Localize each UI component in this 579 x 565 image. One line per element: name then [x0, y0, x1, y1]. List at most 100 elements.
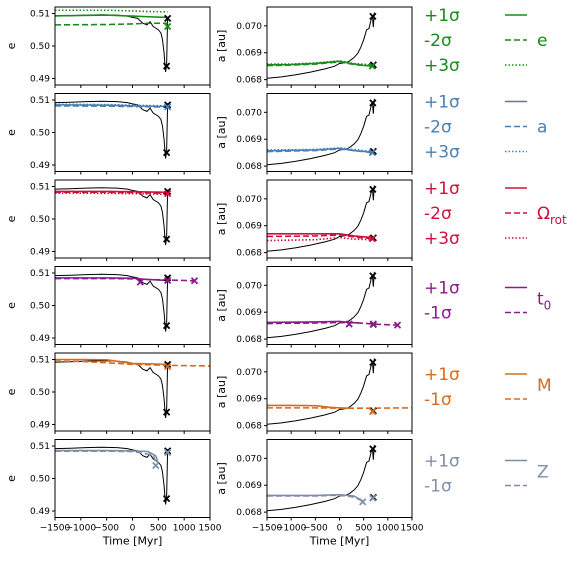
- y-tick-label: 0.070: [236, 108, 262, 118]
- y-tick-label: 0.51: [30, 10, 50, 20]
- y-axis-label: a [au]: [215, 462, 228, 495]
- reference-marker: [162, 322, 171, 330]
- series-end-marker: [369, 407, 377, 416]
- panel-left-row-4: 0.49 0.50 0.51 e: [5, 266, 211, 348]
- panel-left-row-3: 0.49 0.50 0.51 e: [5, 179, 211, 261]
- cross-stroke: [162, 408, 171, 416]
- legend-label: -1σ: [424, 390, 452, 410]
- y-tick-label: 0.069: [236, 49, 262, 59]
- reference-line: [267, 98, 375, 166]
- cross-stroke: [163, 363, 172, 371]
- y-tick-label: 0.49: [30, 421, 50, 431]
- reference-marker: [163, 101, 172, 109]
- y-tick-label: 0.50: [30, 215, 50, 225]
- series-end-marker: [163, 363, 172, 371]
- y-tick-label: 0.070: [236, 454, 262, 464]
- y-tick-label: 0.50: [30, 129, 50, 139]
- x-tick-label: −500: [94, 524, 119, 534]
- series-dotted: [55, 103, 168, 107]
- x-tick-label: 500: [355, 524, 372, 534]
- axes-frame: [266, 6, 413, 86]
- y-tick-label: 0.069: [236, 308, 262, 318]
- y-tick-label: 0.068: [236, 335, 262, 345]
- legend-label: +1σ: [424, 93, 460, 113]
- legend-entry: -2σ: [424, 204, 527, 224]
- y-axis-label: a [au]: [215, 203, 228, 236]
- series-dashed: [55, 360, 210, 367]
- series-solid: [55, 190, 168, 194]
- cross-stroke: [163, 187, 172, 196]
- reference-line: [267, 185, 375, 252]
- series-end-marker: [163, 276, 172, 285]
- x-tick-label: −1000: [276, 524, 307, 534]
- plot-area: [55, 187, 172, 246]
- y-tick-label: 0.49: [30, 507, 50, 517]
- cross-stroke: [163, 276, 172, 285]
- series-solid: [55, 358, 169, 366]
- reference-line: [55, 187, 169, 246]
- cross-stroke: [369, 12, 377, 21]
- legend-row-1: +1σ -2σ +3σ e: [424, 6, 547, 76]
- reference-marker: [162, 62, 171, 70]
- plot-area: [55, 273, 199, 332]
- legend-row-3: +1σ -2σ +3σ Ωrot: [424, 179, 567, 249]
- cross-stroke: [163, 101, 172, 109]
- cross-stroke: [359, 498, 367, 506]
- legend-label: +1σ: [424, 365, 460, 385]
- legend-entry: +1σ: [424, 179, 527, 199]
- cross-stroke: [368, 149, 377, 157]
- legend-entry: +1σ: [424, 452, 527, 472]
- plot-area: [267, 12, 377, 79]
- reference-line: [267, 271, 375, 339]
- y-tick-label: 0.070: [236, 22, 262, 32]
- legend-parameter: Z: [537, 463, 549, 483]
- legend-entry: +3σ: [424, 56, 527, 76]
- reference-line: [55, 360, 169, 419]
- y-tick-label: 0.070: [236, 281, 262, 291]
- series-dashed: [267, 321, 398, 326]
- reference-line: [267, 12, 375, 79]
- y-tick-label: 0.068: [236, 508, 262, 518]
- y-tick-label: 0.50: [30, 388, 50, 398]
- reference-marker: [163, 187, 172, 196]
- cross-stroke: [369, 358, 377, 367]
- legend-label: +1σ: [424, 179, 460, 199]
- y-tick-label: 0.068: [236, 162, 262, 172]
- cross-stroke: [369, 445, 377, 453]
- series-end-marker: [369, 494, 377, 502]
- plot-area: [55, 358, 210, 419]
- series-dashed: [55, 105, 168, 108]
- legend-row-5: +1σ -1σ M: [424, 365, 552, 410]
- y-tick-label: 0.51: [30, 96, 50, 106]
- y-tick-label: 0.069: [236, 481, 262, 491]
- y-tick-label: 0.50: [30, 475, 50, 485]
- axes-frame: [266, 439, 413, 518]
- y-tick-label: 0.51: [30, 183, 50, 193]
- x-tick-label: −1500: [252, 524, 283, 534]
- y-axis-label: e: [5, 215, 18, 222]
- series-end-marker: [345, 320, 353, 328]
- y-axis-label: a [au]: [215, 289, 228, 322]
- y-tick-label: 0.070: [236, 195, 262, 205]
- y-tick-label: 0.50: [30, 42, 50, 52]
- legend-entry: -1σ: [424, 477, 527, 497]
- series-dashed: [267, 61, 373, 67]
- reference-line: [55, 100, 169, 159]
- y-axis-label: e: [5, 42, 18, 49]
- series-end-marker: [368, 234, 377, 243]
- plot-area: [55, 9, 172, 73]
- reference-line: [267, 444, 375, 512]
- y-tick-label: 0.069: [236, 395, 262, 405]
- y-tick-label: 0.068: [236, 422, 262, 432]
- series-dashed: [55, 22, 168, 26]
- panel-left-row-2: 0.49 0.50 0.51 e: [5, 93, 211, 175]
- panel-right-row-4: 0.068 0.069 0.070 a [au]: [215, 266, 413, 348]
- reference-marker: [369, 358, 377, 367]
- reference-marker: [163, 14, 172, 23]
- series-end-marker: [369, 320, 377, 328]
- y-axis-label: e: [5, 129, 18, 136]
- series-dotted: [55, 9, 168, 13]
- plot-area: [267, 98, 377, 166]
- series-end-marker: [163, 190, 172, 198]
- legend-label: +1σ: [424, 6, 460, 26]
